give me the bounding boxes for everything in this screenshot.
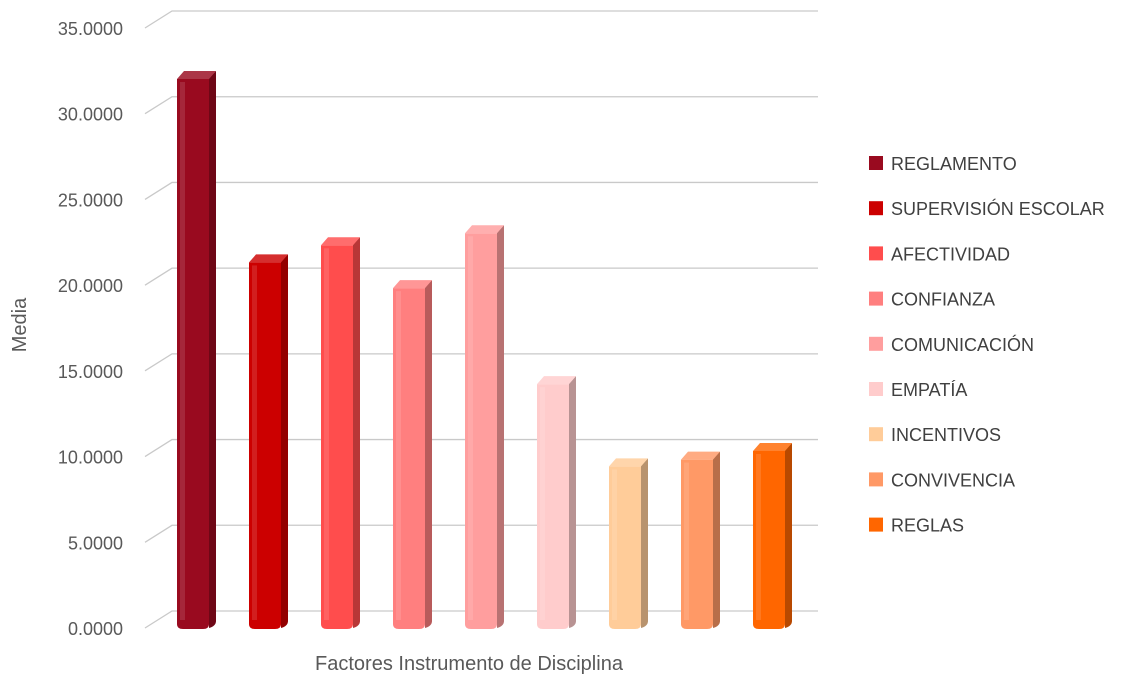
- bar: [393, 280, 432, 629]
- legend-label: CONFIANZA: [891, 290, 995, 310]
- gridline: [144, 438, 818, 458]
- y-axis-tick-labels: 0.0000 5.0000 10.0000 15.0000 20.0000 25.0000…: [58, 19, 123, 639]
- gridline: [144, 267, 818, 286]
- gridline: [144, 10, 818, 29]
- gridline: [144, 610, 818, 629]
- legend-label: SUPERVISIÓN ESCOLAR: [891, 198, 1105, 219]
- legend-label: REGLAS: [891, 516, 964, 536]
- bar: [177, 71, 216, 629]
- gridline: [144, 524, 818, 543]
- gridline: [144, 181, 818, 200]
- chart-legend: REGLAMENTO SUPERVISIÓN ESCOLAR AFECTIVIDAD…: [869, 154, 1105, 536]
- legend-swatch: [869, 427, 883, 442]
- legend-swatch: [869, 472, 883, 487]
- legend-label: COMUNICACIÓN: [891, 334, 1034, 355]
- legend-label: CONVIVENCIA: [891, 470, 1015, 490]
- bar: [249, 254, 288, 629]
- bar: [753, 443, 792, 629]
- y-tick-label: 30.0000: [58, 105, 123, 125]
- bar: [681, 451, 720, 629]
- legend-swatch: [869, 382, 883, 396]
- y-tick-label: 15.0000: [58, 362, 123, 382]
- legend-swatch: [869, 517, 883, 532]
- legend-swatch: [869, 201, 883, 216]
- legend-swatch: [869, 291, 883, 306]
- bar: [321, 237, 360, 630]
- legend-label: REGLAMENTO: [891, 154, 1017, 174]
- legend-label: AFECTIVIDAD: [891, 244, 1010, 264]
- y-tick-label: 0.0000: [68, 619, 123, 639]
- gridline: [144, 96, 818, 115]
- y-tick-label: 10.0000: [58, 448, 123, 468]
- legend-swatch: [869, 246, 883, 261]
- chart-gridlines: [144, 10, 818, 629]
- gridline: [144, 353, 818, 372]
- legend-label: INCENTIVOS: [891, 425, 1001, 445]
- y-axis-title: Media: [9, 297, 31, 352]
- legend-label: EMPATÍA: [891, 380, 967, 400]
- y-tick-label: 25.0000: [58, 190, 123, 210]
- chart-bars: [177, 71, 792, 630]
- x-axis-title: Factores Instrumento de Disciplina: [315, 653, 624, 675]
- y-tick-label: 5.0000: [68, 533, 123, 553]
- y-tick-label: 35.0000: [58, 19, 123, 39]
- y-tick-label: 20.0000: [58, 276, 123, 296]
- legend-swatch: [869, 156, 883, 170]
- bar: [537, 376, 576, 629]
- bar: [609, 458, 648, 629]
- bar: [465, 225, 504, 630]
- legend-swatch: [869, 336, 883, 351]
